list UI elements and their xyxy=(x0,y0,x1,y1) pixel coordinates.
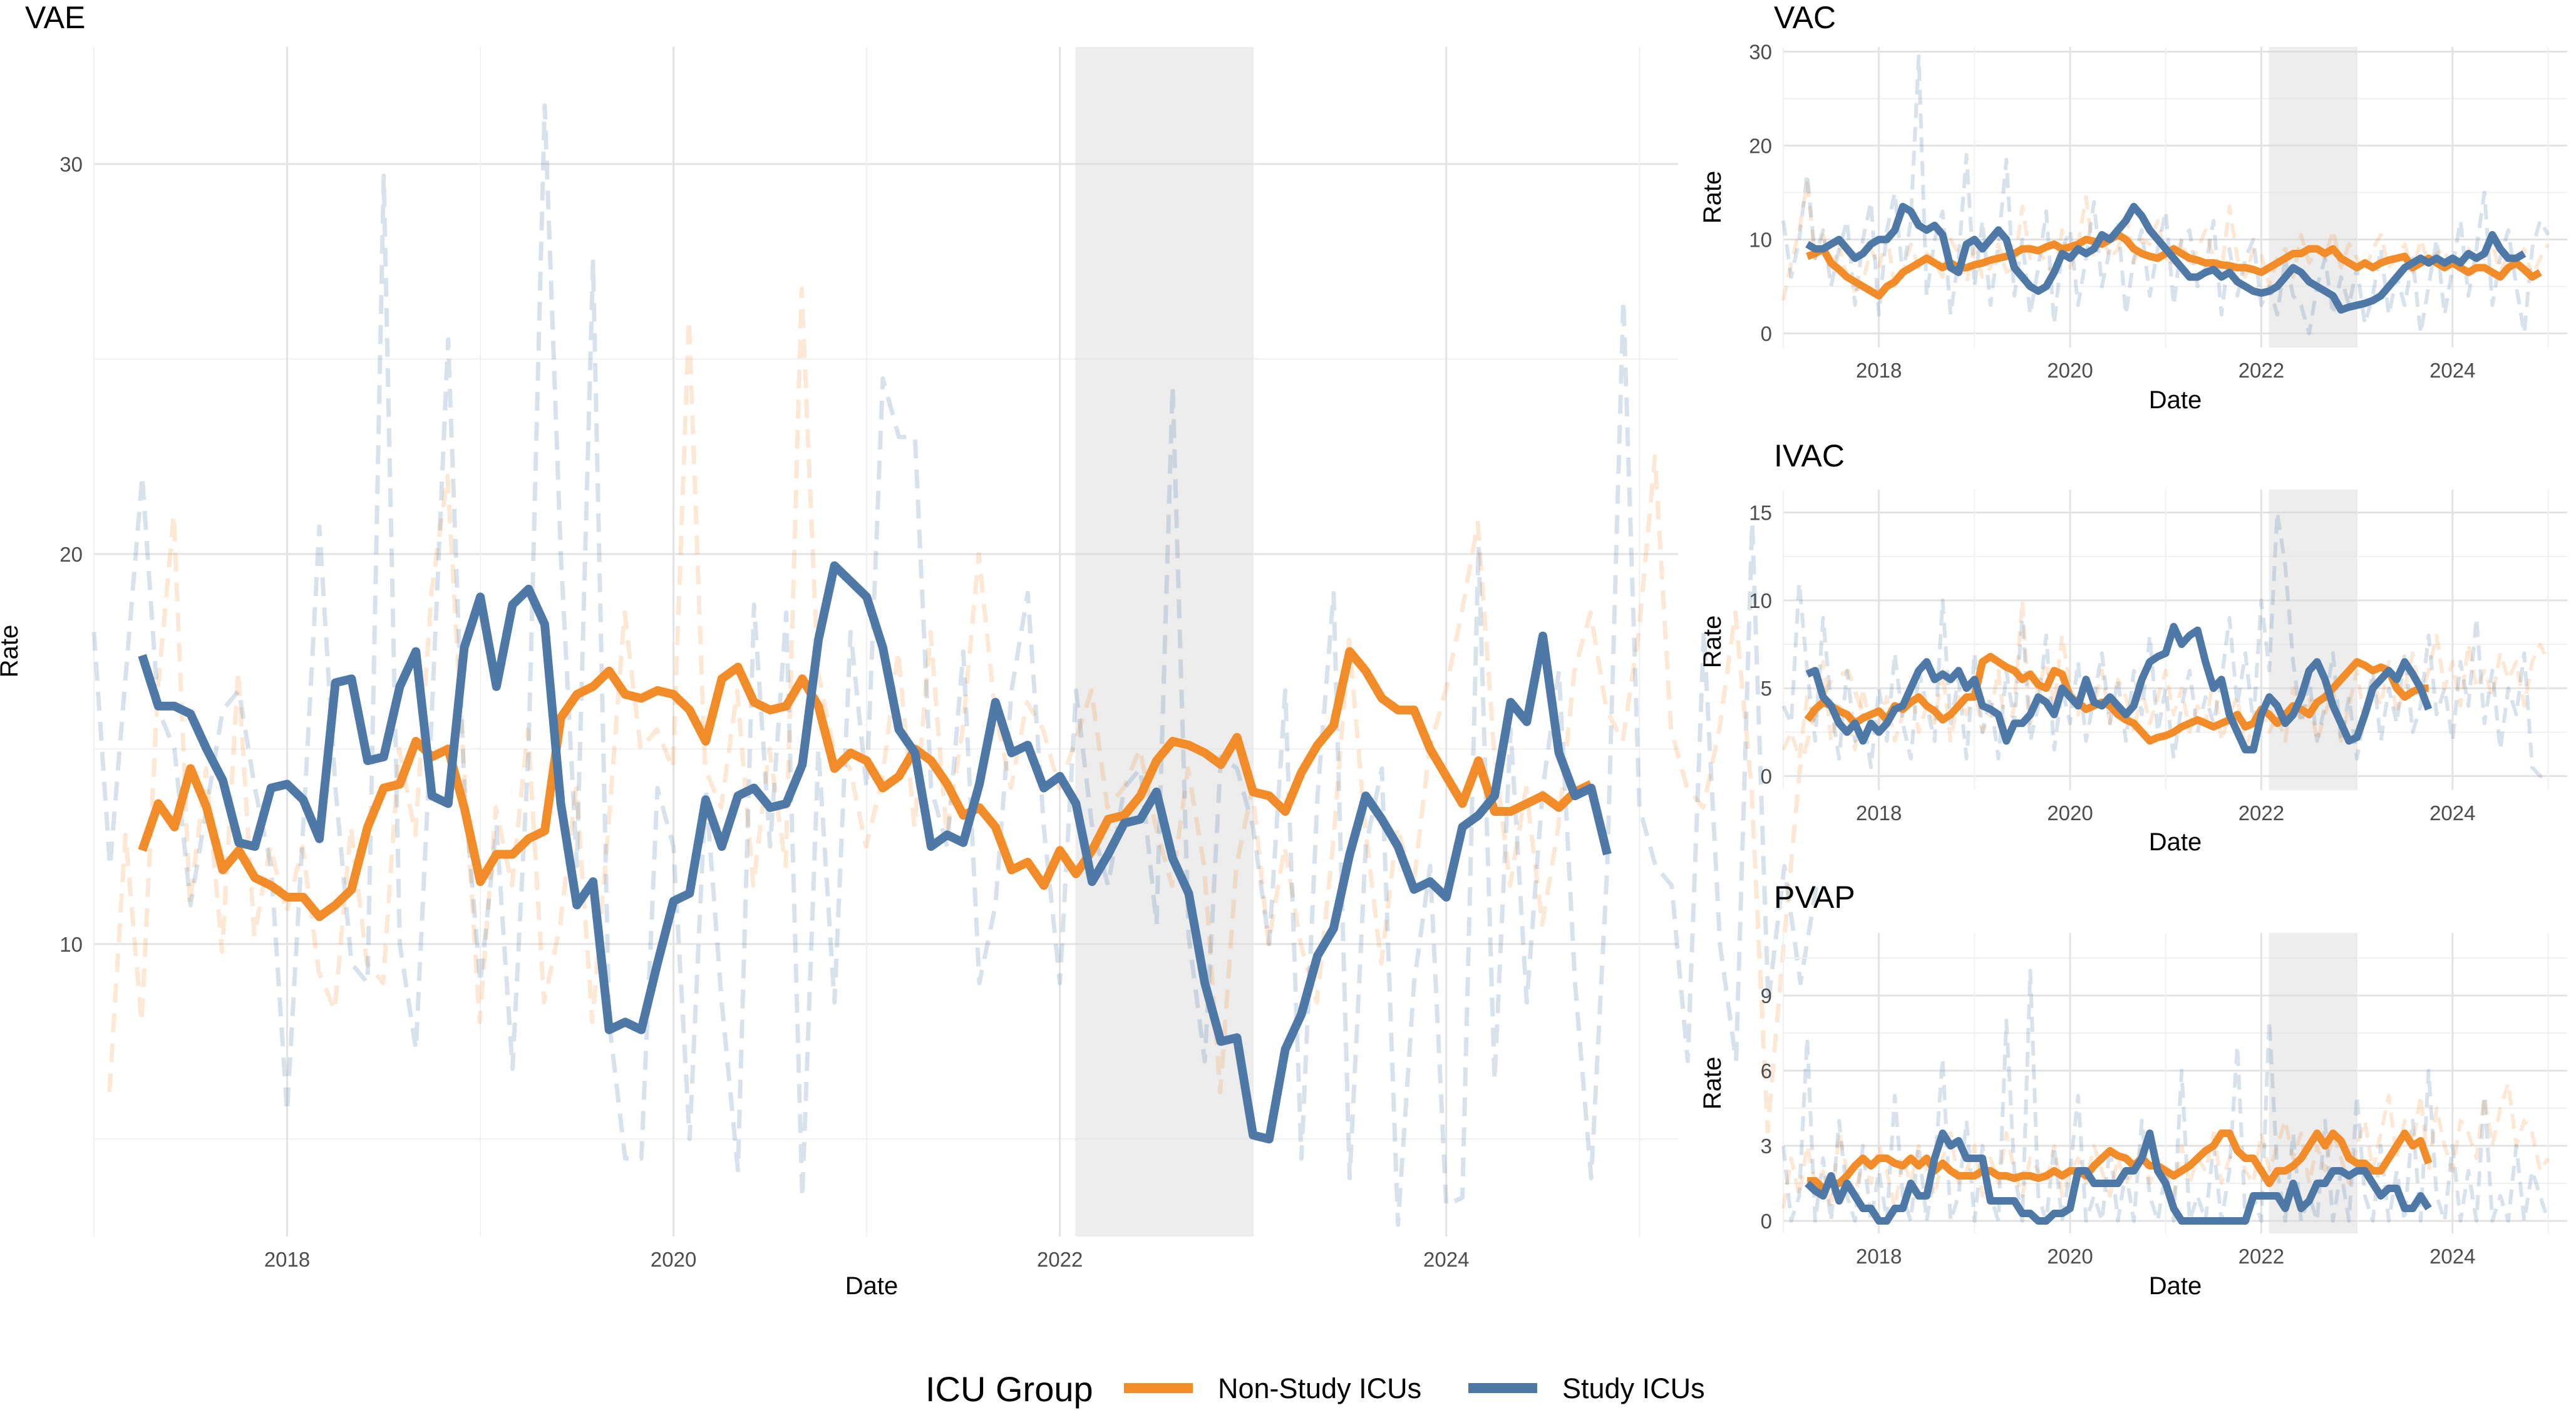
series-line-non-study-raw xyxy=(1781,181,2550,301)
y-tick-label: 20 xyxy=(59,543,83,566)
series-line-non-study-smoothed xyxy=(1804,652,2429,745)
series-line-study-raw xyxy=(1781,510,2548,778)
shaded-period xyxy=(2269,490,2357,790)
x-tick-label: 2020 xyxy=(2047,1245,2093,1268)
panel-ivac: IVAC 0 5 10 15 2018 2020 2022 2024 Date Rate xyxy=(1699,438,2567,856)
y-tick-label: 10 xyxy=(1749,589,1772,612)
y-axis-label-vae: Rate xyxy=(0,625,23,678)
x-tick-label: 2020 xyxy=(2047,359,2093,382)
y-tick-label: 10 xyxy=(59,933,83,956)
x-tick-label: 2020 xyxy=(2047,801,2093,825)
series-line-study-smoothed xyxy=(138,561,1612,1144)
series-line-study-raw xyxy=(91,103,1819,1227)
series-line-non-study-smoothed xyxy=(1807,1130,2433,1192)
x-tick-label: 2020 xyxy=(651,1248,696,1271)
y-tick-label: 0 xyxy=(1761,765,1772,788)
y-tick-label: 10 xyxy=(1749,229,1772,252)
series-line-study-smoothed xyxy=(1805,1130,2432,1225)
panel-title-vae: VAE xyxy=(25,0,85,35)
series-line-non-study-smoothed xyxy=(1806,231,2542,300)
y-tick-label: 30 xyxy=(59,153,83,176)
y-axis-label-vac: Rate xyxy=(1699,171,1726,224)
y-tick-label: 0 xyxy=(1761,1210,1772,1233)
x-tick-label: 2018 xyxy=(1856,1245,1902,1268)
panel-pvap: PVAP 0 3 6 9 2018 2020 2022 2024 Date Rate xyxy=(1699,880,2567,1300)
x-tick-label: 2024 xyxy=(1423,1248,1469,1271)
x-tick-label: 2024 xyxy=(2429,801,2475,825)
legend-title: ICU Group xyxy=(925,1369,1093,1409)
legend-label-non-study: Non-Study ICUs xyxy=(1218,1372,1421,1404)
series-line-study-smoothed xyxy=(1805,622,2433,754)
x-tick-label: 2024 xyxy=(2429,1245,2475,1268)
x-axis-label-ivac: Date xyxy=(2149,828,2202,856)
panel-title-vac: VAC xyxy=(1774,0,1836,35)
x-tick-label: 2022 xyxy=(2239,359,2284,382)
x-tick-label: 2022 xyxy=(1037,1248,1083,1271)
x-axis-label-vac: Date xyxy=(2149,386,2202,414)
panel-title-pvap: PVAP xyxy=(1774,880,1855,915)
x-axis-label-vae: Date xyxy=(845,1272,899,1300)
x-tick-label: 2018 xyxy=(264,1248,310,1271)
y-tick-label: 0 xyxy=(1761,322,1772,346)
y-tick-label: 6 xyxy=(1761,1059,1772,1083)
y-tick-label: 3 xyxy=(1761,1135,1772,1158)
y-tick-label: 15 xyxy=(1749,501,1772,524)
x-tick-label: 2022 xyxy=(2239,801,2284,825)
series-line-study-smoothed xyxy=(1805,203,2527,314)
shaded-period xyxy=(2269,933,2357,1233)
plot-area-pvap: 0 3 6 9 2018 2020 2022 2024 xyxy=(1761,933,2567,1268)
plot-area-vac: 0 10 20 30 2018 2020 2022 2024 xyxy=(1749,41,2567,382)
x-tick-label: 2018 xyxy=(1856,801,1902,825)
x-axis-label-pvap: Date xyxy=(2149,1272,2202,1300)
y-axis-label-ivac: Rate xyxy=(1699,615,1726,669)
x-tick-label: 2018 xyxy=(1856,359,1902,382)
legend-label-study: Study ICUs xyxy=(1562,1372,1705,1404)
legend: ICU Group Non-Study ICUs Study ICUs xyxy=(925,1369,1705,1409)
y-tick-label: 5 xyxy=(1761,677,1772,700)
x-tick-label: 2022 xyxy=(2239,1245,2284,1268)
x-tick-label: 2024 xyxy=(2429,359,2475,382)
series-line-non-study-smoothed xyxy=(138,647,1594,922)
panel-title-ivac: IVAC xyxy=(1774,438,1845,473)
y-tick-label: 9 xyxy=(1761,984,1772,1007)
plot-area-ivac: 0 5 10 15 2018 2020 2022 2024 xyxy=(1749,490,2567,825)
shaded-period xyxy=(2269,47,2357,347)
y-tick-label: 20 xyxy=(1749,135,1772,158)
y-tick-label: 30 xyxy=(1749,41,1772,64)
panel-vac: VAC 0 10 20 30 2018 2020 2022 2024 Date Rate xyxy=(1699,0,2567,414)
y-axis-label-pvap: Rate xyxy=(1699,1057,1726,1110)
